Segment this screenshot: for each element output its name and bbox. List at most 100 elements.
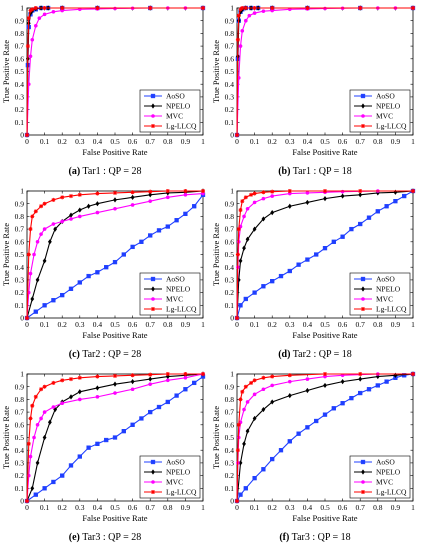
data-point — [261, 284, 266, 289]
data-point — [26, 441, 31, 446]
y-tick-label: 0.8 — [225, 212, 235, 221]
data-point — [165, 189, 170, 193]
data-point — [166, 378, 170, 383]
y-tick-label: 0.9 — [15, 16, 25, 25]
x-tick-label: 0.8 — [373, 320, 383, 329]
data-point — [278, 448, 284, 453]
x-tick-label: 0.1 — [40, 320, 50, 329]
x-tick-label: 0.9 — [391, 137, 401, 146]
data-point — [201, 189, 205, 193]
data-point — [77, 454, 82, 459]
legend-marker — [151, 480, 155, 484]
series-lg-llcq — [235, 189, 415, 320]
data-point — [252, 290, 257, 295]
data-point — [236, 422, 241, 427]
series-line — [236, 190, 413, 319]
series-lg-llcq — [25, 189, 205, 320]
x-tick-label: 0.8 — [373, 503, 383, 512]
data-point — [305, 199, 310, 206]
data-point — [25, 499, 29, 503]
legend-entry: Lg-LLCQ — [376, 122, 407, 131]
data-point — [42, 227, 47, 231]
legend-entry: NPELO — [166, 468, 191, 477]
legend-marker — [150, 459, 156, 465]
data-point — [51, 380, 56, 385]
data-point — [78, 214, 82, 219]
data-point — [69, 212, 73, 218]
data-point — [33, 492, 38, 497]
data-point — [165, 224, 170, 229]
y-tick-label: 0.6 — [225, 54, 235, 63]
data-point — [39, 232, 43, 236]
legend-marker — [151, 114, 155, 118]
data-point — [245, 206, 250, 211]
x-tick-label: 0.4 — [303, 137, 313, 146]
data-point — [270, 209, 275, 216]
data-point — [53, 226, 58, 232]
y-tick-label: 0.9 — [225, 199, 235, 208]
y-tick-label: 0.8 — [15, 212, 25, 221]
data-point — [33, 394, 38, 399]
data-point — [95, 374, 100, 379]
legend-entry: NPELO — [166, 102, 191, 111]
data-point — [68, 286, 74, 291]
data-point — [261, 467, 266, 472]
data-point — [42, 384, 47, 389]
y-tick-label: 1 — [230, 187, 234, 196]
series-line — [26, 373, 204, 502]
y-tick-label: 0.6 — [15, 237, 25, 246]
legend-marker — [151, 103, 155, 109]
data-point — [238, 208, 243, 213]
y-tick-label: 0.6 — [15, 54, 25, 63]
data-point — [183, 211, 188, 217]
legend-entry: MVC — [166, 478, 183, 487]
data-point — [411, 189, 415, 193]
data-point — [121, 429, 126, 434]
data-point — [236, 13, 241, 18]
data-point — [104, 437, 109, 443]
y-tick-label: 0 — [230, 497, 234, 506]
series-aoso — [234, 188, 416, 321]
legend-entry: MVC — [376, 295, 393, 304]
panel-e: 0 0.1 0.2 0.3 0.4 0.5 0.6 0.7 0.8 0.9 1 0 0.1 0.2 0.3 0… — [0, 366, 210, 549]
x-tick-label: 0.7 — [146, 503, 156, 512]
data-point — [287, 392, 292, 399]
x-tick-label: 0.7 — [356, 137, 366, 146]
y-tick-label: 0.2 — [15, 288, 25, 297]
data-point — [238, 397, 243, 402]
data-point — [375, 209, 380, 214]
data-point — [270, 194, 274, 198]
x-tick-label: 1 — [201, 503, 205, 512]
data-point — [35, 423, 40, 427]
data-point — [60, 219, 64, 224]
legend-marker — [361, 307, 365, 311]
data-point — [183, 193, 188, 197]
series-line — [236, 373, 413, 502]
y-tick-label: 0.9 — [225, 382, 235, 391]
caption-d: (d) Tar2 : QP = 18 — [210, 349, 420, 360]
caption-text-f: Tar3 : QP = 18 — [291, 532, 351, 543]
x-axis-label: False Positive Rate — [292, 513, 357, 523]
data-point — [243, 486, 248, 491]
legend-entry: NPELO — [376, 468, 401, 477]
data-point — [33, 309, 38, 314]
y-tick-label: 1 — [20, 187, 24, 196]
series-lg-llcq — [25, 6, 205, 137]
data-point — [305, 6, 310, 10]
roc-chart-f: 0 0.1 0.2 0.3 0.4 0.5 0.6 0.7 0.8 0.9 1 0 0.1 0.2 0.3 0… — [211, 370, 416, 523]
x-tick-label: 0.1 — [250, 503, 260, 512]
y-tick-label: 0.1 — [15, 118, 25, 127]
data-point — [113, 391, 117, 395]
y-tick-label: 0.5 — [225, 67, 235, 76]
x-tick-label: 1 — [201, 137, 205, 146]
data-point — [323, 189, 327, 193]
data-point — [34, 23, 38, 28]
legend-marker — [360, 459, 366, 465]
y-tick-label: 0.2 — [225, 288, 235, 297]
x-tick-label: 0.2 — [268, 320, 278, 329]
x-tick-label: 0.5 — [110, 503, 120, 512]
y-tick-label: 0.5 — [15, 250, 25, 259]
data-point — [252, 392, 257, 397]
x-tick-label: 0 — [25, 137, 29, 146]
